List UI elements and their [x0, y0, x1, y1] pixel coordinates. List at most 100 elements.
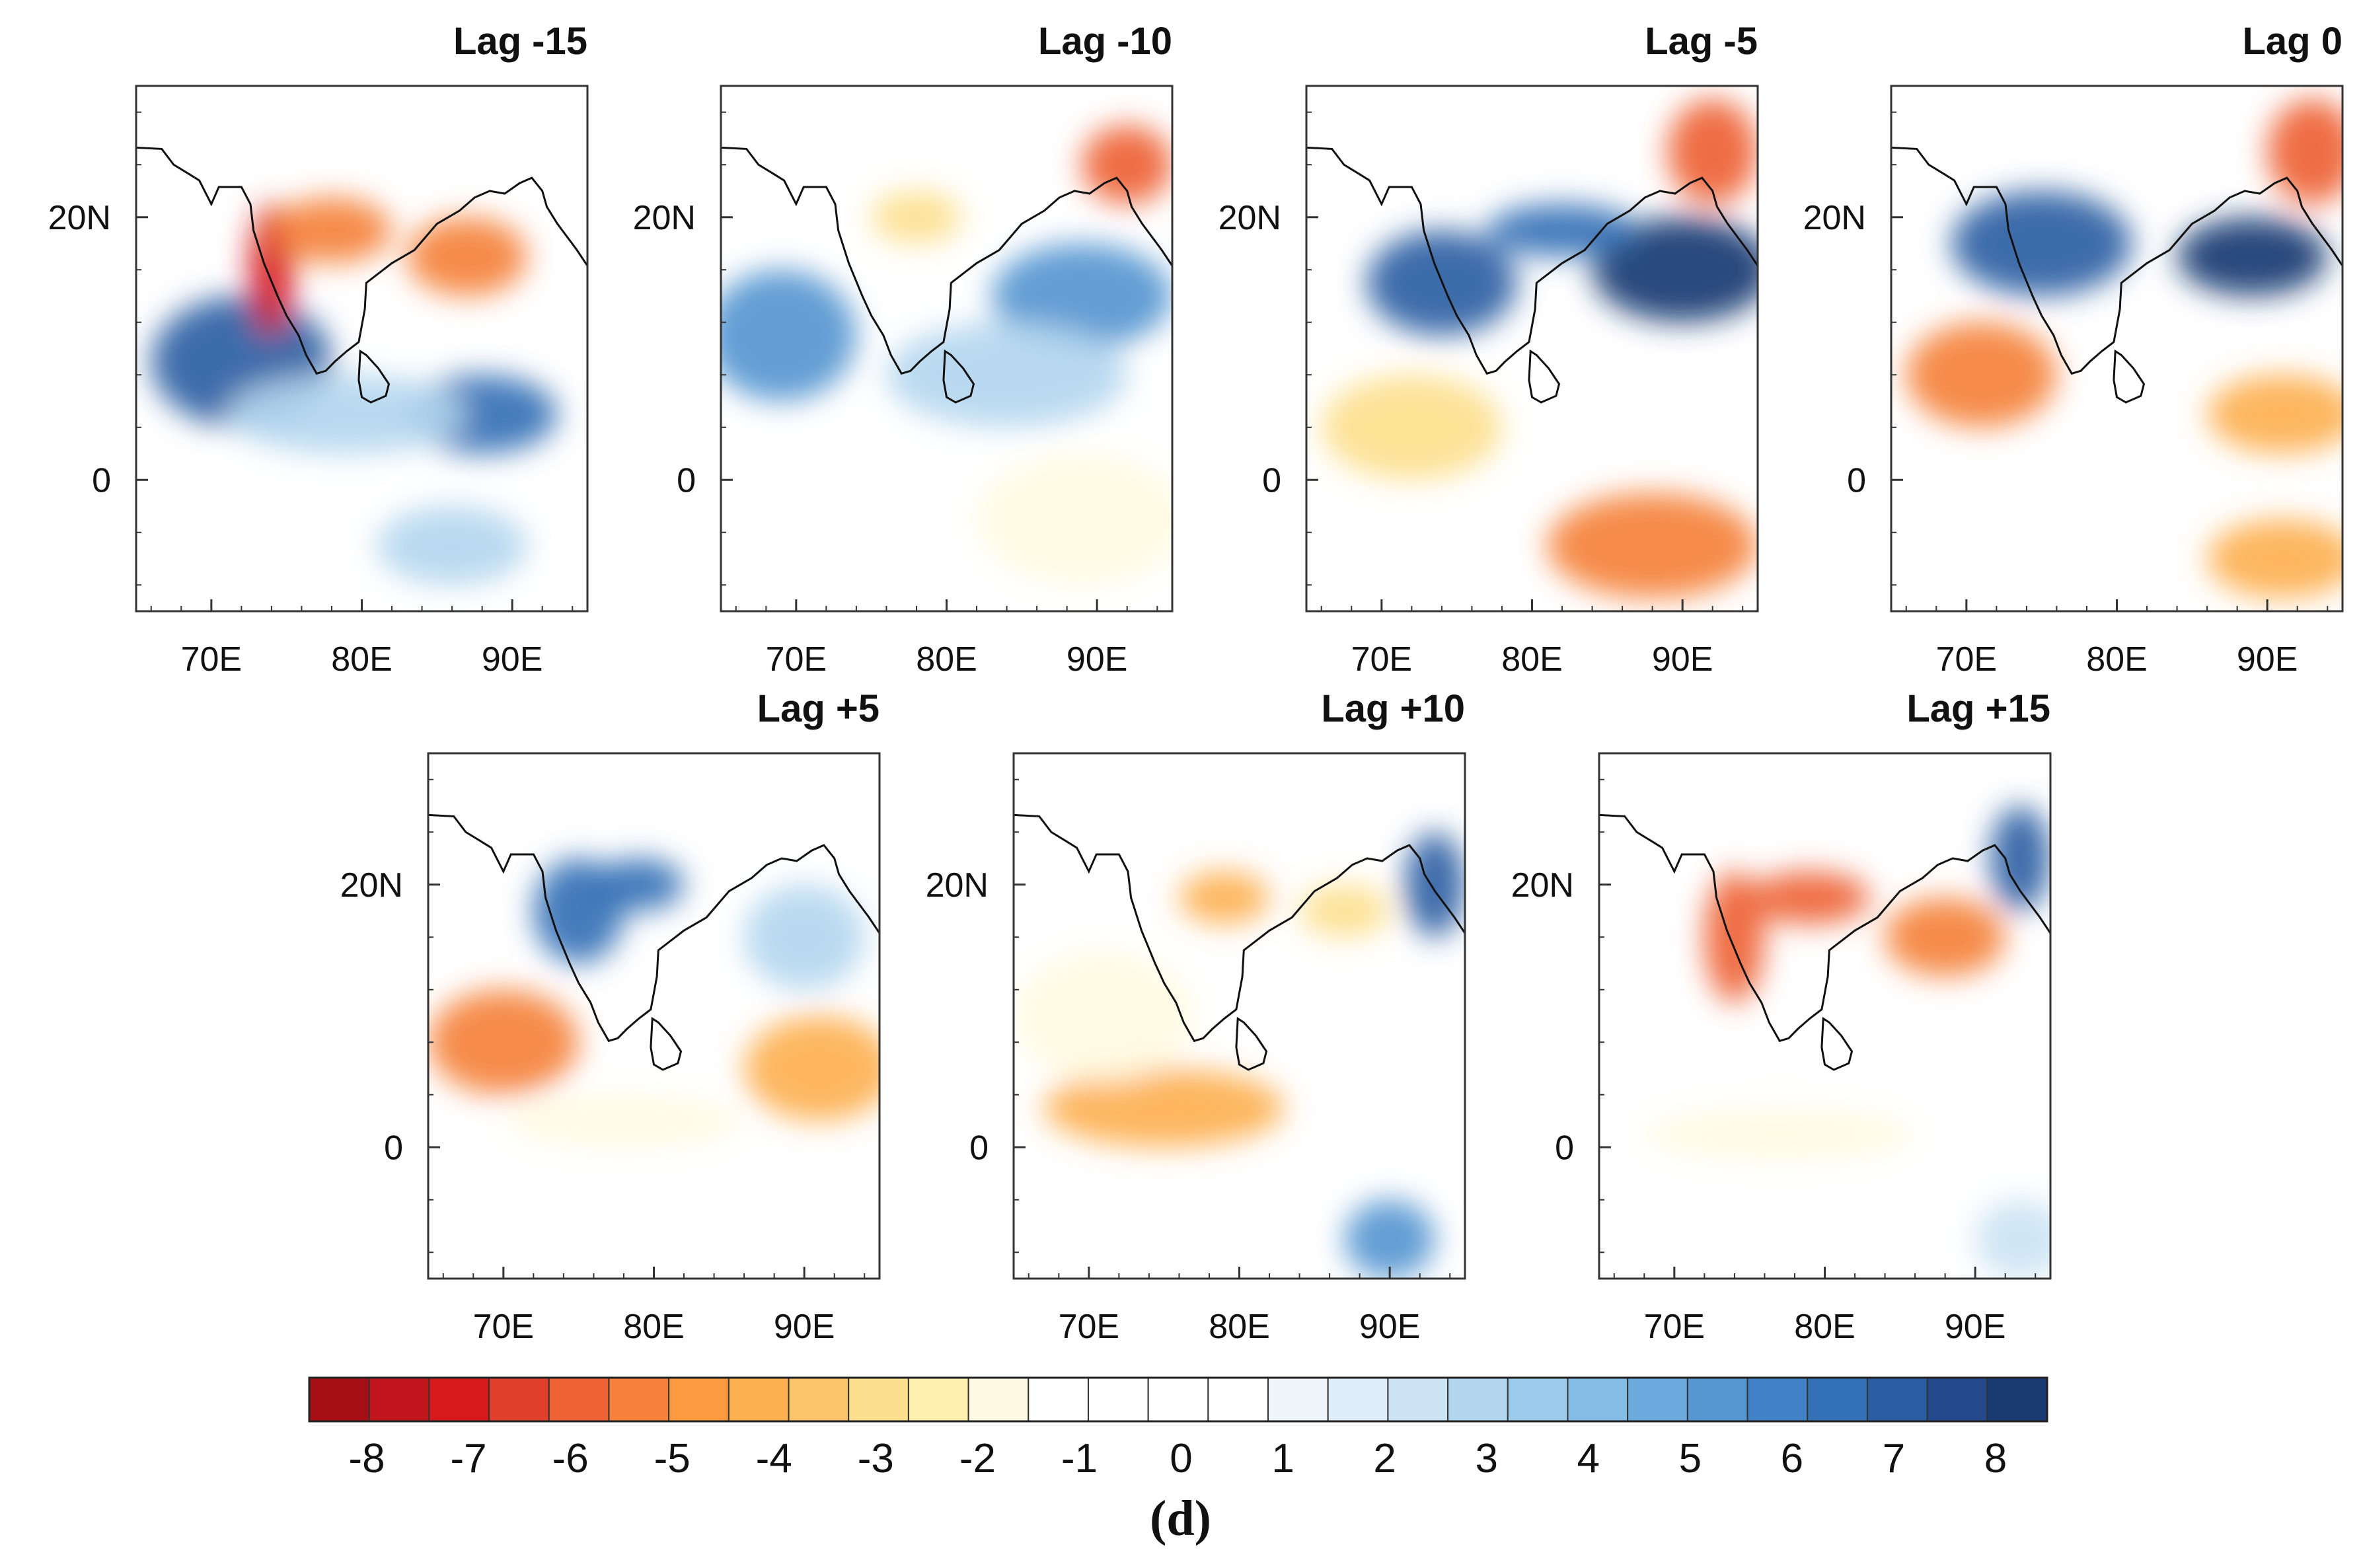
anomaly-blob: [886, 322, 1127, 428]
y-tick-label: 20N: [1218, 199, 1281, 237]
coastline: [1599, 813, 2050, 1043]
colorbar-tick-label: -2: [959, 1436, 996, 1481]
colorbar-box: [1447, 1377, 1509, 1422]
colorbar-tick-label: -4: [756, 1436, 792, 1481]
colorbar-box: [788, 1377, 850, 1422]
colorbar-tick-label: 2: [1373, 1436, 1396, 1481]
sri-lanka-outline: [650, 1016, 683, 1071]
anomaly-blob: [1321, 375, 1502, 480]
y-tick-label: 20N: [1511, 866, 1574, 905]
colorbar-box: [608, 1377, 670, 1422]
anomaly-blob: [1043, 1068, 1285, 1148]
colorbar-box: [1267, 1377, 1329, 1422]
y-tick-label: 0: [384, 1129, 403, 1167]
sri-lanka-outline: [942, 349, 975, 404]
anomaly-field: [1644, 805, 2050, 1279]
anomaly-blob: [1344, 1199, 1435, 1279]
x-tick-label: 90E: [1945, 1308, 2006, 1346]
anomaly-blob: [744, 1016, 880, 1121]
colorbar-box: [1147, 1377, 1209, 1422]
anomaly-blob: [721, 270, 856, 401]
sri-lanka-outline: [2113, 349, 2146, 404]
anomaly-blob: [271, 197, 393, 264]
panel-title: Lag -10: [1038, 20, 1172, 63]
colorbar-tick-label: -8: [348, 1436, 385, 1481]
anomaly-blob: [1179, 871, 1270, 924]
y-tick-label: 0: [1555, 1129, 1574, 1167]
anomaly-blob: [1749, 871, 1870, 924]
x-tick-label: 80E: [916, 640, 977, 679]
anomaly-blob: [226, 375, 467, 454]
anomaly-field: [721, 125, 1172, 585]
map-panel: 70E 80E 90E 20N 0 Lag +15: [1511, 687, 2052, 1346]
anomaly-field: [1014, 832, 1465, 1279]
anomaly-blob: [977, 453, 1172, 585]
colorbar-frame: [308, 1376, 2048, 1423]
x-tick-label: 70E: [766, 640, 827, 679]
anomaly-blob: [1885, 897, 2005, 977]
panel-title: Lag -5: [1645, 20, 1758, 63]
map-panel: 70E 80E 90E 20N 0 Lag +5: [340, 687, 881, 1346]
anomaly-blob: [1644, 1107, 1916, 1161]
colorbar-box: [1387, 1377, 1449, 1422]
map-panels: 70E 80E 90E 20N 0 Lag -15 70E 80E 90E 20N 0 Lag -10…: [48, 20, 2344, 1346]
x-tick-label: 80E: [1209, 1308, 1270, 1346]
y-tick-label: 20N: [1803, 199, 1866, 237]
colorbar-box: [1807, 1377, 1868, 1422]
colorbar-tick-label: 7: [1883, 1436, 1905, 1481]
x-tick-label: 70E: [1936, 640, 1998, 679]
anomaly-blob: [744, 884, 865, 990]
colorbar-box: [668, 1377, 730, 1422]
y-tick-label: 20N: [926, 866, 989, 905]
colorbar-tick-label: 1: [1271, 1436, 1294, 1481]
x-tick-label: 70E: [181, 640, 243, 679]
x-tick-label: 90E: [482, 640, 543, 679]
map-background: [1599, 753, 2050, 1279]
anomaly-blob: [1990, 805, 2050, 911]
colorbar-box: [1746, 1377, 1809, 1422]
panel-title: Lag -15: [453, 20, 587, 63]
colorbar-box: [1926, 1377, 1988, 1422]
sri-lanka-outline: [1235, 1016, 1268, 1071]
colorbar-box: [1507, 1377, 1569, 1422]
anomaly-blob: [1014, 950, 1195, 1082]
anomaly-field: [1906, 98, 2342, 599]
colorbar-tick-label: 5: [1679, 1436, 1702, 1481]
x-tick-label: 80E: [2086, 640, 2148, 679]
colorbar-tick-label: 3: [1475, 1436, 1497, 1481]
colorbar-box: [309, 1377, 370, 1422]
colorbar-box: [368, 1377, 430, 1422]
colorbar-box: [1028, 1377, 1089, 1422]
map-panel: 70E 80E 90E 20N 0 Lag -10: [633, 20, 1174, 679]
anomaly-blob: [503, 1094, 745, 1148]
colorbar: -8 -7 -6 -5 -4 -3 -2 -1 0 1 2 3 4 5 6 7 8: [308, 1376, 2048, 1481]
x-tick-label: 70E: [1644, 1308, 1705, 1346]
colorbar-box: [428, 1377, 490, 1422]
x-tick-label: 70E: [473, 1308, 535, 1346]
anomaly-field: [428, 858, 880, 1148]
colorbar-box: [1207, 1377, 1269, 1422]
colorbar-tick-label: -3: [858, 1436, 894, 1481]
anomaly-field: [1321, 98, 1758, 599]
panel-title: Lag +5: [757, 687, 880, 730]
x-tick-label: 80E: [1794, 1308, 1855, 1346]
anomaly-field: [151, 197, 558, 585]
anomaly-blob: [1667, 98, 1758, 204]
anomaly-blob: [428, 989, 579, 1095]
anomaly-blob: [2207, 375, 2342, 454]
y-tick-label: 0: [969, 1129, 989, 1167]
colorbar-tick-label: -6: [552, 1436, 589, 1481]
colorbar-box: [1866, 1377, 1928, 1422]
y-tick-label: 0: [677, 461, 696, 500]
colorbar-box: [967, 1377, 1030, 1422]
y-tick-label: 0: [1262, 461, 1281, 500]
anomaly-blob: [1975, 1199, 2050, 1279]
figure-caption: (d): [1150, 1491, 1211, 1546]
anomaly-blob: [406, 217, 527, 296]
coastline: [1306, 146, 1758, 375]
map-panel: 70E 80E 90E 20N 0 Lag -5: [1218, 20, 1759, 679]
colorbar-box: [1327, 1377, 1389, 1422]
anomaly-blob: [871, 191, 962, 244]
y-tick-label: 0: [1847, 461, 1866, 500]
